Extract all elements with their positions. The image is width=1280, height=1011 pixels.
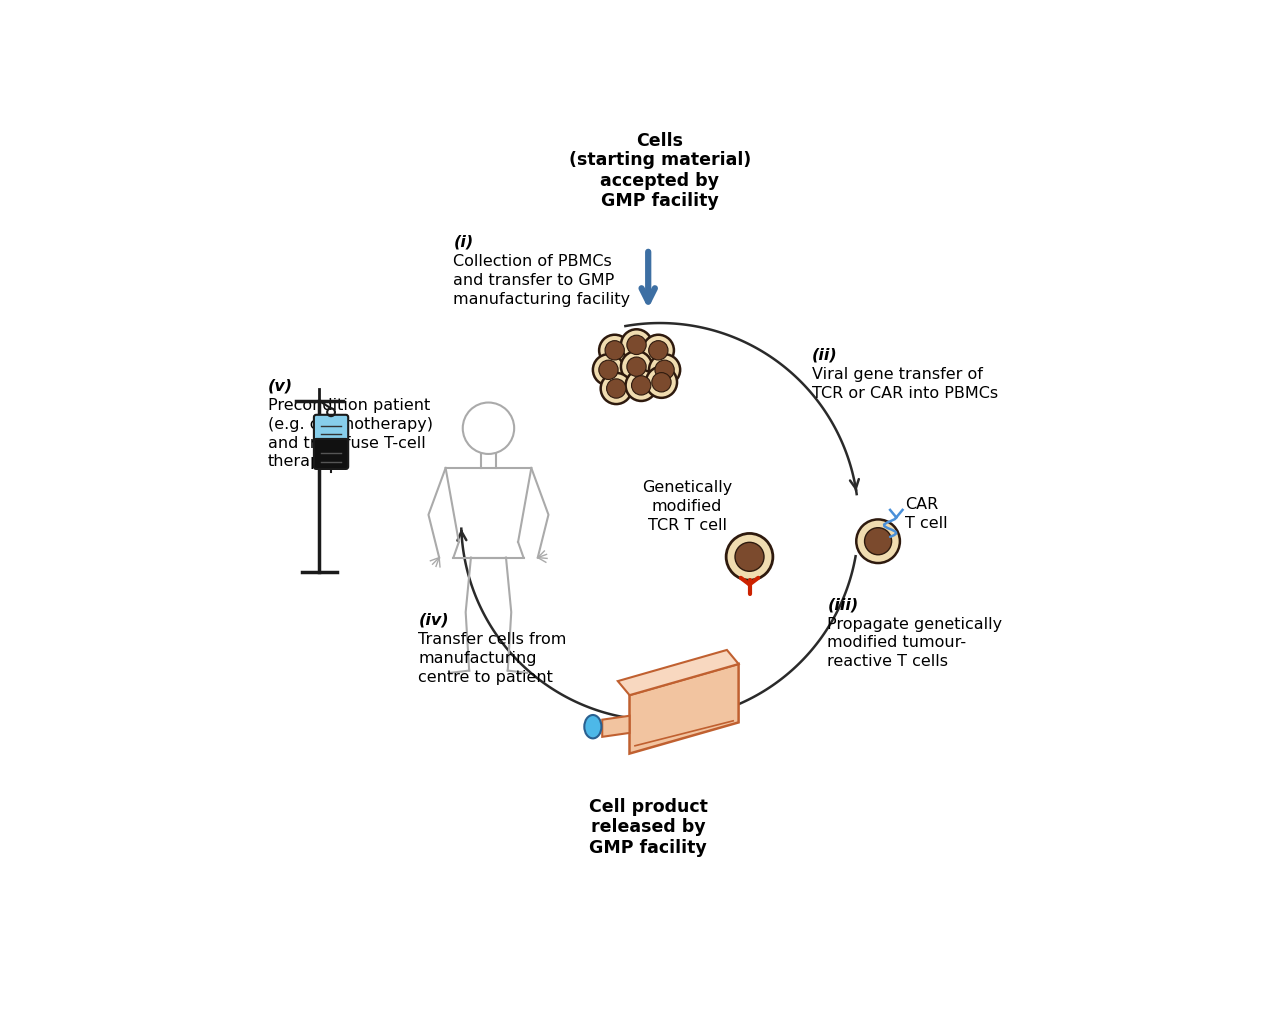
Text: Collection of PBMCs: Collection of PBMCs — [453, 254, 612, 269]
Text: (iv): (iv) — [419, 612, 449, 627]
Polygon shape — [630, 664, 739, 754]
Text: Propagate genetically: Propagate genetically — [827, 616, 1002, 631]
Text: therapy: therapy — [268, 454, 330, 469]
Polygon shape — [602, 716, 630, 737]
Text: accepted by: accepted by — [600, 172, 719, 189]
Text: (v): (v) — [268, 378, 293, 393]
Circle shape — [735, 543, 764, 572]
Circle shape — [599, 361, 618, 380]
Text: TCR or CAR into PBMCs: TCR or CAR into PBMCs — [812, 385, 998, 400]
Circle shape — [599, 336, 630, 367]
Circle shape — [605, 342, 625, 361]
Text: Cells: Cells — [636, 131, 684, 150]
Text: reactive T cells: reactive T cells — [827, 653, 948, 668]
Text: manufacturing: manufacturing — [419, 650, 536, 665]
Text: manufacturing facility: manufacturing facility — [453, 291, 631, 306]
Text: modified: modified — [652, 498, 722, 514]
Polygon shape — [618, 650, 739, 696]
Circle shape — [655, 361, 675, 380]
Circle shape — [726, 534, 773, 580]
Circle shape — [593, 355, 625, 386]
Text: Precondition patient: Precondition patient — [268, 398, 430, 412]
Text: centre to patient: centre to patient — [419, 669, 553, 683]
Circle shape — [649, 342, 668, 361]
Text: modified tumour-: modified tumour- — [827, 635, 966, 650]
Ellipse shape — [584, 716, 602, 739]
Circle shape — [627, 358, 646, 377]
Circle shape — [631, 376, 650, 395]
Circle shape — [600, 373, 632, 404]
Text: and transfuse T-cell: and transfuse T-cell — [268, 436, 426, 450]
Circle shape — [607, 379, 626, 398]
Circle shape — [649, 355, 680, 386]
Circle shape — [627, 336, 646, 355]
Circle shape — [864, 528, 892, 555]
Circle shape — [652, 373, 671, 392]
Text: and transfer to GMP: and transfer to GMP — [453, 273, 614, 287]
Text: TCR T cell: TCR T cell — [648, 517, 727, 532]
Text: (iii): (iii) — [827, 596, 859, 612]
Circle shape — [626, 370, 657, 401]
Text: (e.g. chemotherapy): (e.g. chemotherapy) — [268, 417, 433, 432]
Text: GMP facility: GMP facility — [602, 192, 719, 209]
Text: Transfer cells from: Transfer cells from — [419, 632, 567, 646]
Text: (i): (i) — [453, 235, 474, 250]
Circle shape — [646, 367, 677, 398]
FancyBboxPatch shape — [314, 416, 348, 443]
Text: CAR: CAR — [905, 496, 938, 512]
FancyBboxPatch shape — [314, 440, 348, 469]
Circle shape — [621, 352, 652, 383]
Text: (starting material): (starting material) — [568, 152, 751, 169]
Text: Viral gene transfer of: Viral gene transfer of — [812, 367, 983, 382]
Text: Genetically: Genetically — [643, 479, 732, 494]
Circle shape — [643, 336, 675, 367]
Text: GMP facility: GMP facility — [589, 838, 707, 856]
Text: Cell product: Cell product — [589, 798, 708, 815]
Text: released by: released by — [591, 818, 705, 836]
Text: T cell: T cell — [905, 516, 948, 531]
Text: (ii): (ii) — [812, 348, 837, 362]
Circle shape — [856, 520, 900, 563]
Circle shape — [621, 330, 652, 361]
